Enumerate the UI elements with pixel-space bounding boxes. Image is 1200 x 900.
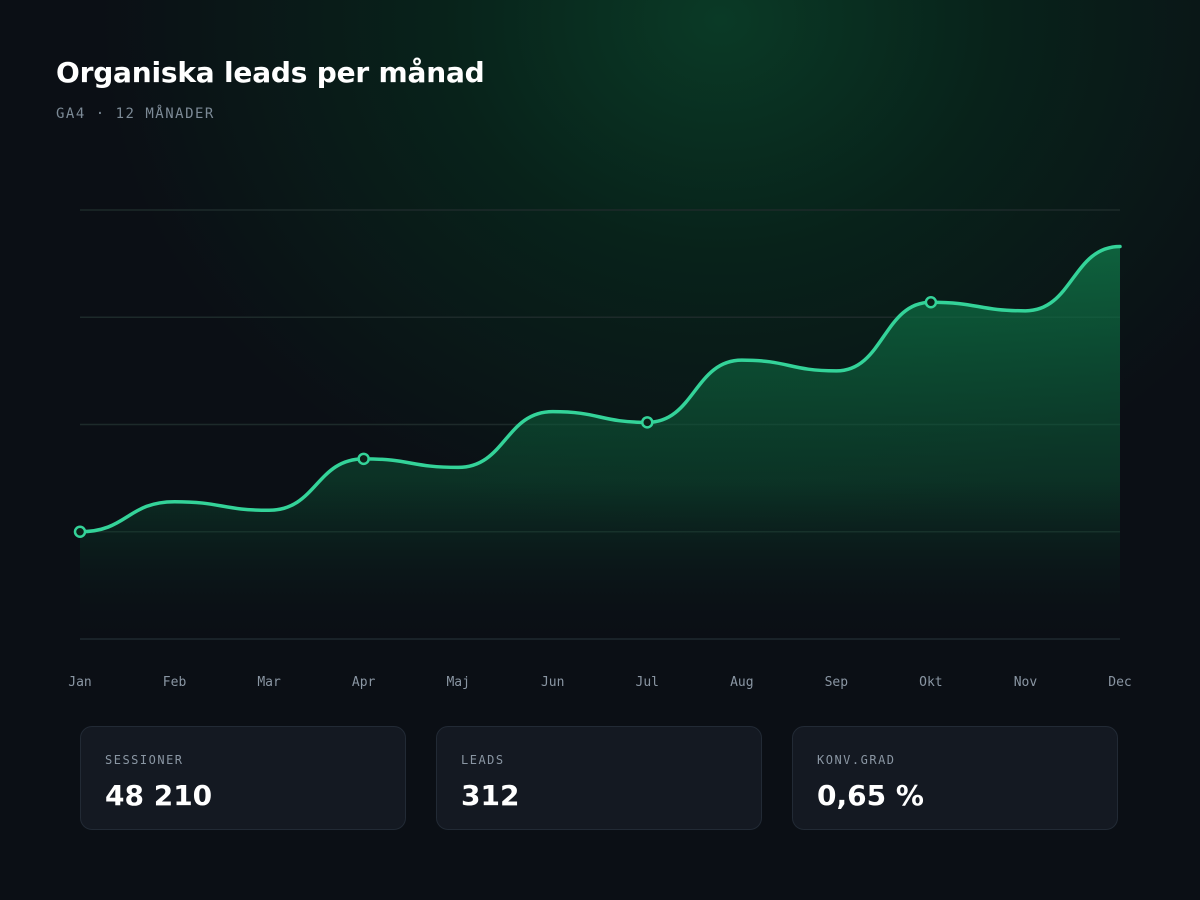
stat-card-leads: LEADS 312 [436,726,762,830]
data-point-jul [641,416,654,429]
chart-title: Organiska leads per månad [56,56,485,89]
series-line [78,244,1122,534]
x-tick-label: Jun [541,675,564,690]
data-point-apr [357,452,370,466]
x-tick-label: Sep [825,675,849,690]
data-point-okt [924,295,938,309]
x-tick-label: Apr [352,675,376,690]
x-axis-labels: Jan Feb Mar Apr Maj Jun Jul Aug Sep Okt Nov Dec [68,675,1131,690]
leads-area-chart: Jan Feb Mar Apr Maj Jun Jul Aug Sep Okt Nov Dec [68,209,1132,690]
x-tick-label: Feb [163,675,187,690]
stat-value: 48 210 [105,779,213,812]
x-tick-label: Aug [730,675,753,690]
stat-value: 312 [461,779,520,812]
x-tick-label: Jan [68,675,91,690]
x-tick-label: Jul [636,675,659,690]
stat-label: SESSIONER [105,753,184,767]
stat-label: KONV.GRAD [817,753,896,767]
chart-subtitle: GA4 · 12 MÅNADER [56,106,215,122]
x-tick-label: Maj [446,675,469,690]
x-tick-label: Okt [919,675,942,690]
stat-card-sessions: SESSIONER 48 210 [80,726,406,830]
stat-card-conversion: KONV.GRAD 0,65 % [792,726,1118,830]
data-point-jan [73,525,87,538]
area-fill [80,246,1120,639]
stat-label: LEADS [461,753,505,767]
stat-value: 0,65 % [817,779,924,812]
x-tick-label: Nov [1014,675,1038,690]
x-tick-label: Dec [1108,675,1131,690]
x-tick-label: Mar [257,675,281,690]
highlight-points [73,295,938,538]
